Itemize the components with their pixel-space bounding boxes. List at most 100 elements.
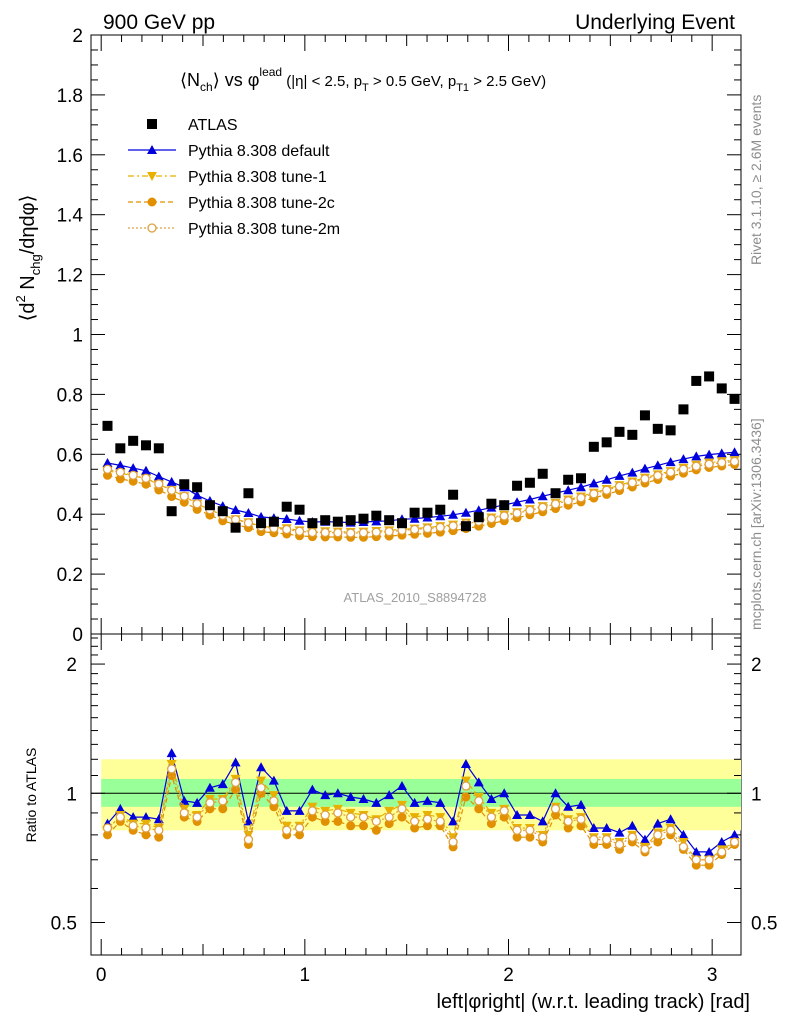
y-axis-label-main: ⟨d2 Nchg/dηdφ⟩ [13,195,43,322]
point-atlas [435,504,446,515]
ratio-point-pythia-8-308-tune-2c [563,823,573,833]
point-pythia-8-308-tune-2m [166,485,177,495]
point-atlas [243,488,254,499]
ratio-point-pythia-8-308-default [115,803,126,813]
ratio-point-pythia-8-308-default [537,816,548,826]
ratio-point-pythia-8-308-tune-2c [358,821,368,831]
point-atlas [358,513,369,524]
ratio-point-pythia-8-308-tune-2m [128,821,138,831]
point-pythia-8-308-tune-2m [602,485,612,495]
ratio-point-pythia-8-308-tune-2c [397,812,407,822]
line-pythia-8-308-tune-1 [107,459,735,533]
ratio-point-pythia-8-308-tune-2m [589,834,599,845]
ratio-point-pythia-8-308-default [639,834,650,844]
ratio-point-pythia-8-308-tune-2m [166,764,177,774]
point-pythia-8-308-default [166,476,177,486]
point-atlas [230,522,241,533]
point-pythia-8-308-tune-2m [640,474,650,484]
point-pythia-8-308-default [473,505,484,515]
ratio-point-pythia-8-308-default [153,814,164,824]
point-atlas [115,443,126,454]
ratio-point-pythia-8-308-tune-2m [282,825,292,835]
point-atlas [256,518,267,529]
point-pythia-8-308-default [512,497,523,507]
y-tick-label: 2 [72,26,83,47]
ratio-point-pythia-8-308-tune-2m [256,783,266,793]
point-atlas [371,510,382,521]
point-atlas [665,425,676,436]
ratio-point-pythia-8-308-tune-2m [320,810,330,820]
point-pythia-8-308-default [537,491,548,501]
point-pythia-8-308-tune-2m [128,470,138,480]
ratio-point-pythia-8-308-default [512,810,523,820]
legend-label: Pythia 8.308 tune-1 [188,169,327,186]
point-pythia-8-308-default [192,490,203,500]
point-pythia-8-308-tune-2m [486,514,497,524]
legend-marker [147,172,157,181]
point-pythia-8-308-default [716,448,727,458]
x-tick-label: 1 [300,965,311,986]
ratio-point-pythia-8-308-default [332,788,343,798]
point-pythia-8-308-default [409,513,420,523]
y-tick-label: 0.8 [57,385,83,406]
ratio-point-pythia-8-308-tune-2c [422,821,432,831]
point-pythia-8-308-default [371,516,382,526]
point-pythia-8-308-default [230,505,241,515]
ratio-point-pythia-8-308-tune-2m [192,812,202,822]
y-tick-label: 1.4 [57,206,84,227]
ratio-point-pythia-8-308-tune-2c [384,819,394,829]
point-atlas [601,437,612,448]
point-pythia-8-308-tune-2m [102,464,113,474]
ratio-point-pythia-8-308-tune-2m [576,814,586,824]
point-pythia-8-308-default [691,451,702,461]
point-atlas [499,500,510,511]
ratio-point-pythia-8-308-tune-2c [474,804,484,814]
ratio-point-pythia-8-308-tune-2m [614,839,625,850]
ratio-point-pythia-8-308-tune-2m [474,796,484,806]
point-pythia-8-308-tune-2m [179,491,189,501]
ratio-uncertainty-bands [91,759,741,831]
side-label-mcplots: mcplots.cern.ch [arXiv:1306.3436] [748,418,764,630]
y-tick-label: 1.2 [57,266,83,287]
ratio-point-pythia-8-308-tune-2m [678,842,689,852]
ratio-point-pythia-8-308-default [128,812,139,822]
point-pythia-8-308-tune-2m [422,523,433,534]
ratio-point-pythia-8-308-default [550,788,561,798]
ratio-point-pythia-8-308-tune-2m [269,796,279,806]
data-series [102,371,740,870]
ratio-point-pythia-8-308-tune-2m [397,804,407,814]
ratio-point-pythia-8-308-tune-2m [243,834,254,845]
ratio-point-pythia-8-308-tune-2c [653,837,663,847]
point-pythia-8-308-tune-2m [333,528,343,538]
ratio-point-pythia-8-308-default [499,788,510,798]
ratio-point-pythia-8-308-default [435,797,446,807]
point-pythia-8-308-tune-2m [589,489,599,499]
ratio-point-pythia-8-308-tune-2m [179,808,189,818]
point-pythia-8-308-tune-2m [717,458,727,468]
ratio-point-pythia-8-308-tune-2c [512,832,522,842]
ratio-point-pythia-8-308-tune-2c [461,792,471,802]
ratio-point-pythia-8-308-default [409,797,420,807]
point-atlas [512,480,523,491]
point-pythia-8-308-default [115,460,126,470]
ratio-point-pythia-8-308-default [204,782,215,792]
legend: ATLAS Pythia 8.308 default Pythia 8.308 tu… [128,117,340,238]
point-atlas [332,516,343,527]
point-atlas [294,504,305,515]
ratio-point-pythia-8-308-default [345,792,356,802]
point-pythia-8-308-tune-2m [320,527,330,538]
point-pythia-8-308-tune-2m [512,508,522,518]
ratio-y-tick-label-right: 1 [751,784,762,805]
ratio-point-pythia-8-308-default [601,823,612,833]
ratio-point-pythia-8-308-tune-2m [512,825,522,835]
point-atlas [217,506,228,517]
ratio-y-tick-label: 1 [66,784,77,805]
point-atlas [422,507,433,518]
ratio-point-pythia-8-308-default [588,823,599,833]
point-pythia-8-308-tune-2m [525,505,535,515]
analysis-label: ATLAS_2010_S8894728 [344,590,487,605]
ratio-point-pythia-8-308-tune-2m [230,777,241,788]
ratio-point-pythia-8-308-tune-2m [422,814,433,824]
point-pythia-8-308-default [294,515,305,525]
